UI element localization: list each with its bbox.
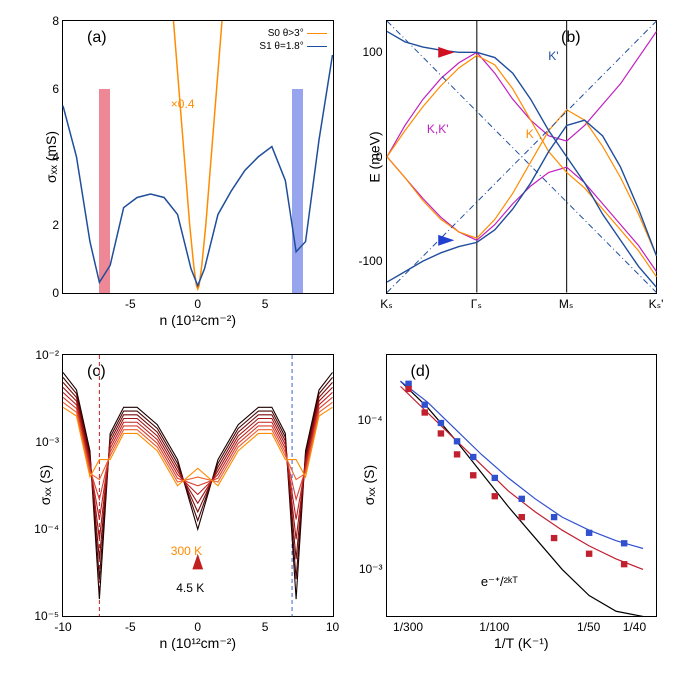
label-Kprime: K'	[548, 49, 558, 63]
panel-a-xlabel: n (10¹²cm⁻²)	[159, 312, 236, 329]
label-K: K	[526, 127, 534, 141]
panel-a: (a) σₓₓ (mS) n (10¹²cm⁻²) 02468 -505 S0 …	[62, 20, 334, 294]
panel-d: (d) σₓₓ (S) 1/T (K⁻¹) 10⁻⁴10⁻³ 1/3001/10…	[386, 354, 658, 618]
temp-4p5K: 4.5 K	[176, 581, 204, 595]
panel-d-xlabel: 1/T (K⁻¹)	[494, 635, 549, 652]
panel-b-plot	[387, 21, 657, 293]
panel-c-ylabel: σₓₓ (S)	[37, 465, 53, 505]
panel-d-plot	[387, 355, 657, 617]
panel-b: (b) E (meV) -1000100 KₛΓₛMₛKₛ' K,K' K K'	[386, 20, 658, 294]
panel-c-xlabel: n (10¹²cm⁻²)	[159, 635, 236, 652]
panel-c: (c) σₓₓ (S) n (10¹²cm⁻²) 10⁻⁵10⁻⁴10⁻³10⁻…	[62, 354, 334, 618]
label-KK: K,K'	[427, 122, 449, 136]
temp-300K: 300 K	[171, 544, 202, 558]
panel-a-plot	[63, 21, 333, 293]
exp-annotation: e⁻ᐩ/²ᵏᵀ	[481, 574, 518, 590]
panel-d-ylabel: σₓₓ (S)	[361, 465, 377, 505]
panel-c-plot	[63, 355, 333, 617]
